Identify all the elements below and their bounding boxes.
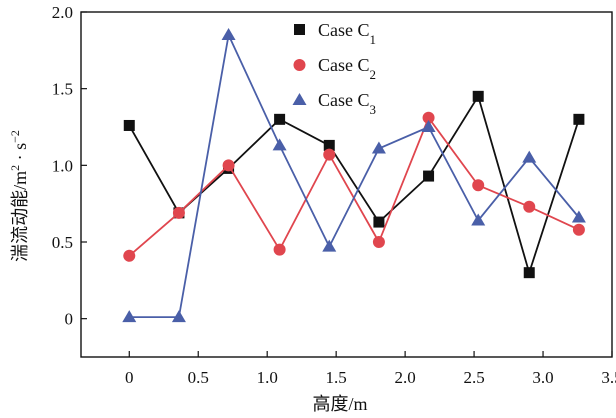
series-3-point [421, 120, 436, 132]
series-2-point [172, 206, 185, 219]
legend-label-c2-prefix: Case C [318, 55, 370, 75]
axis-ticks: 0 0.5 1.0 1.5 2.0 2.5 3.0 3.5 0 0.5 1.0 1.5 2.0 [52, 3, 616, 387]
series-1 [123, 90, 585, 279]
x-tick-label: 2.5 [463, 368, 484, 387]
series-2-point [422, 111, 435, 124]
y-tick-label: 0.5 [52, 233, 73, 252]
y-tick-label: 1.5 [52, 80, 73, 99]
legend-label-c2: Case C2 [318, 55, 376, 82]
legend-marker-c2 [293, 59, 306, 71]
series-2-point [273, 243, 286, 256]
series-1-point [123, 119, 135, 131]
series-2-point [472, 179, 485, 192]
legend-label-c3-prefix: Case C [318, 90, 370, 110]
legend: Case C1 Case C2 Case C3 [292, 20, 376, 117]
x-tick-label: 0.5 [188, 368, 209, 387]
series-1-point [472, 90, 484, 102]
y-tick-label: 0 [65, 310, 74, 329]
series-3-line [129, 32, 580, 319]
series-1-point [573, 113, 585, 125]
series-3-point [171, 310, 186, 323]
legend-label-c1: Case C1 [318, 20, 376, 47]
series-1-line [128, 94, 580, 276]
series-layer [122, 28, 586, 323]
series-3-point [571, 210, 586, 223]
x-tick-label: 1.0 [257, 368, 278, 387]
series-3-point [371, 141, 386, 154]
series-1-point [274, 113, 286, 125]
y-axis-title-sup2: −2 [8, 130, 22, 143]
x-tick-label: 1.5 [326, 368, 347, 387]
x-tick-label: 3.0 [532, 368, 553, 387]
legend-label-c1-sub: 1 [370, 32, 377, 47]
y-tick-label: 1.0 [52, 156, 73, 175]
series-3-point [272, 138, 287, 151]
legend-label-c1-prefix: Case C [318, 20, 370, 40]
series-2-point [123, 249, 136, 262]
x-tick-label: 3.5 [601, 368, 616, 387]
x-tick-label: 0 [125, 368, 134, 387]
series-2-point [372, 236, 385, 248]
y-axis-title-main: 湍流动能/m [10, 171, 30, 262]
series-3-point [221, 28, 236, 40]
series-2-point [572, 223, 585, 236]
legend-marker-c3 [292, 93, 307, 105]
series-3 [122, 28, 586, 323]
series-2-point [523, 200, 536, 213]
series-1-point [323, 139, 335, 151]
series-2-line [128, 115, 580, 257]
x-axis-title: 高度/m [312, 394, 367, 414]
y-axis-title: 湍流动能/m2 · s−2 [8, 130, 30, 262]
series-1-point [423, 170, 435, 182]
series-1-point [523, 267, 535, 279]
series-3-point [471, 213, 486, 226]
series-3-point [522, 150, 537, 163]
x-tick-label: 2.0 [394, 368, 415, 387]
y-axis-title-sup1: 2 [8, 165, 22, 171]
series-2-point [323, 148, 336, 161]
legend-label-c2-sub: 2 [370, 67, 377, 82]
legend-label-c3-sub: 3 [370, 102, 377, 117]
series-3-point [122, 310, 137, 323]
series-3-point [322, 239, 337, 252]
plot-frame [80, 11, 613, 358]
series-1-point [373, 216, 385, 228]
legend-label-c3: Case C3 [318, 90, 376, 117]
legend-marker-c1 [294, 24, 305, 35]
y-tick-label: 2.0 [52, 3, 73, 22]
series-2-point [222, 159, 235, 172]
y-axis-title-dot: · s [10, 143, 30, 165]
